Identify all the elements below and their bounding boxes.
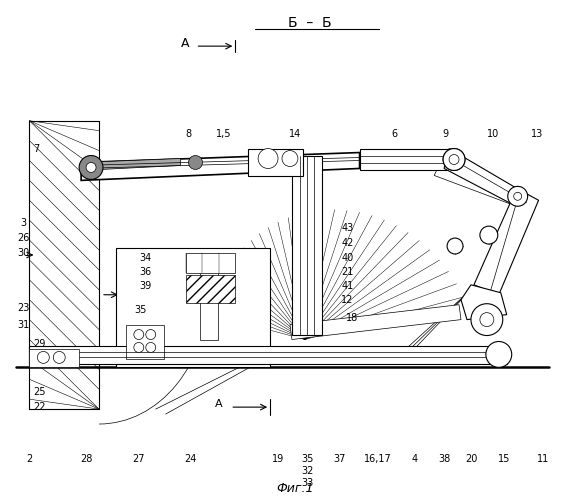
Polygon shape (434, 166, 519, 205)
Text: 24: 24 (184, 454, 197, 464)
Circle shape (189, 156, 202, 170)
Text: Б  –  Б: Б – Б (288, 16, 332, 30)
Text: Фиг.1: Фиг.1 (276, 482, 314, 495)
Bar (201, 255, 218, 340)
Text: 13: 13 (531, 128, 543, 138)
Text: 15: 15 (498, 454, 510, 464)
Circle shape (471, 304, 503, 336)
Polygon shape (444, 148, 529, 210)
Bar (248, 148, 303, 176)
Circle shape (514, 192, 521, 200)
Text: 4: 4 (411, 454, 418, 464)
Text: 41: 41 (341, 281, 354, 291)
Circle shape (37, 352, 49, 364)
Text: 10: 10 (486, 128, 499, 138)
Polygon shape (81, 158, 181, 170)
Circle shape (79, 156, 103, 180)
Text: 38: 38 (438, 454, 450, 464)
Text: 25: 25 (33, 387, 46, 397)
Circle shape (480, 226, 498, 244)
Text: 35: 35 (134, 304, 147, 314)
Circle shape (508, 186, 528, 206)
Circle shape (480, 312, 494, 326)
Text: А: А (215, 399, 222, 409)
Text: 7: 7 (33, 144, 40, 154)
Bar (29, 350, 79, 368)
Text: 8: 8 (185, 128, 192, 138)
Text: 33: 33 (302, 478, 314, 488)
Polygon shape (461, 285, 507, 320)
Text: 19: 19 (272, 454, 284, 464)
Text: 39: 39 (140, 281, 152, 291)
Text: 9: 9 (442, 128, 448, 138)
Bar (185, 275, 235, 302)
Text: 31: 31 (18, 320, 29, 330)
Text: 34: 34 (140, 253, 152, 263)
Text: 28: 28 (80, 454, 92, 464)
Text: 23: 23 (18, 302, 29, 312)
Circle shape (134, 342, 144, 352)
Text: А: А (181, 36, 190, 50)
Text: 1,5: 1,5 (216, 128, 231, 138)
Circle shape (486, 342, 512, 367)
Bar (29, 346, 507, 364)
Text: 36: 36 (140, 267, 152, 277)
Bar (29, 120, 99, 409)
Text: 16,17: 16,17 (364, 454, 392, 464)
Text: 6: 6 (392, 128, 397, 138)
Text: 42: 42 (341, 238, 354, 248)
Circle shape (86, 162, 96, 172)
Polygon shape (81, 152, 359, 180)
Text: 43: 43 (341, 223, 354, 233)
Text: 40: 40 (341, 253, 354, 263)
Text: 30: 30 (18, 248, 29, 258)
Bar (126, 324, 164, 360)
Circle shape (146, 330, 156, 340)
Bar (292, 156, 322, 334)
Text: 3: 3 (20, 218, 27, 228)
Text: 11: 11 (537, 454, 550, 464)
Polygon shape (290, 304, 461, 340)
Circle shape (53, 352, 65, 364)
Circle shape (447, 238, 463, 254)
Circle shape (146, 342, 156, 352)
Bar (185, 253, 235, 273)
Circle shape (443, 148, 465, 171)
Text: 26: 26 (18, 233, 29, 243)
Text: 29: 29 (33, 340, 46, 349)
Text: 32: 32 (302, 466, 314, 476)
Polygon shape (474, 188, 538, 294)
Bar (116, 248, 270, 368)
Polygon shape (359, 148, 454, 171)
Text: 18: 18 (345, 312, 358, 322)
Text: 35: 35 (302, 454, 314, 464)
Circle shape (443, 148, 465, 171)
Circle shape (258, 148, 278, 169)
Text: 14: 14 (289, 128, 301, 138)
Text: 37: 37 (333, 454, 346, 464)
Circle shape (449, 154, 459, 164)
Text: 12: 12 (341, 294, 354, 304)
Text: 2: 2 (27, 454, 33, 464)
Text: 21: 21 (341, 267, 354, 277)
Text: 22: 22 (33, 402, 46, 412)
Circle shape (282, 150, 298, 166)
Text: 20: 20 (465, 454, 477, 464)
Text: 27: 27 (133, 454, 145, 464)
Circle shape (134, 330, 144, 340)
